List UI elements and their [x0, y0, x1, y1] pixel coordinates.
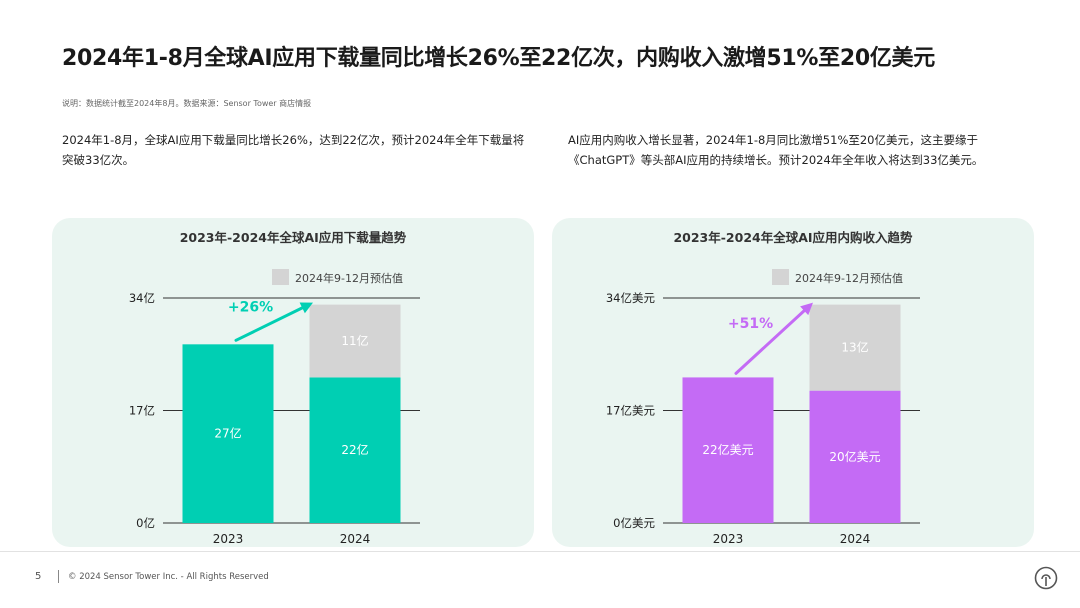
bar-value-label: 27亿 — [214, 426, 241, 441]
growth-arrow-head — [299, 302, 313, 314]
data-source-note: 说明：数据统计截至2024年8月。数据来源：Sensor Tower 商店情报 — [62, 99, 312, 108]
downloads-chart: 2023年-2024年全球AI应用下载量趋势 2024年9-12月预估值 0亿 17亿… — [129, 230, 420, 546]
footer-divider-line — [0, 551, 1080, 552]
copyright-text: © 2024 Sensor Tower Inc. - All Rights Re… — [68, 572, 269, 582]
downloads-chart-panel: 2023年-2024年全球AI应用下载量趋势 2024年9-12月预估值 0亿 17亿… — [52, 218, 534, 547]
legend-label: 2024年9-12月预估值 — [295, 271, 403, 285]
x-tick-label: 2023 — [713, 532, 744, 546]
chart-title: 2023年-2024年全球AI应用内购收入趋势 — [673, 230, 913, 245]
y-tick-label: 17亿美元 — [606, 404, 656, 418]
bar-value-label: 20亿美元 — [829, 449, 880, 464]
y-tick-label: 17亿 — [129, 404, 155, 418]
growth-arrow-line — [234, 306, 304, 342]
bar-value-label: 11亿 — [341, 333, 368, 348]
bar-actual — [682, 377, 774, 523]
bar-actual — [309, 377, 401, 523]
bar-value-label: 22亿美元 — [702, 442, 753, 457]
bar-actual — [182, 344, 274, 523]
growth-arrow-head — [800, 302, 813, 316]
chart-title: 2023年-2024年全球AI应用下载量趋势 — [180, 230, 407, 245]
page-number: 5 — [35, 571, 42, 582]
bar-estimate — [809, 304, 901, 391]
bar-value-label: 13亿 — [841, 340, 868, 355]
growth-label: +26% — [228, 299, 273, 315]
y-tick-label: 0亿美元 — [613, 516, 655, 530]
y-tick-label: 34亿 — [129, 291, 155, 305]
legend-swatch — [772, 269, 789, 285]
growth-arrow-line — [734, 309, 806, 375]
footer-separator — [58, 570, 59, 583]
x-tick-label: 2023 — [213, 532, 244, 546]
legend-label: 2024年9-12月预估值 — [795, 271, 903, 285]
bar-actual — [809, 390, 901, 523]
revenue-summary-text: AI应用内购收入增长显著，2024年1-8月同比激增51%至20亿美元，这主要缘… — [568, 133, 984, 167]
y-tick-label: 0亿 — [136, 516, 155, 530]
x-tick-label: 2024 — [340, 532, 371, 546]
sensor-tower-logo-icon — [1034, 566, 1058, 590]
revenue-chart: 2023年-2024年全球AI应用内购收入趋势 2024年9-12月预估值 0亿美元… — [606, 230, 920, 546]
bar-estimate — [309, 304, 401, 378]
revenue-chart-panel: 2023年-2024年全球AI应用内购收入趋势 2024年9-12月预估值 0亿美元… — [552, 218, 1034, 547]
bar-value-label: 22亿 — [341, 442, 368, 457]
y-tick-label: 34亿美元 — [606, 291, 656, 305]
legend-swatch — [272, 269, 289, 285]
page-title: 2024年1-8月全球AI应用下载量同比增长26%至22亿次，内购收入激增51%… — [62, 46, 935, 71]
downloads-summary-text: 2024年1-8月，全球AI应用下载量同比增长26%，达到22亿次，预计2024… — [62, 133, 525, 167]
x-tick-label: 2024 — [840, 532, 871, 546]
growth-label: +51% — [728, 316, 773, 332]
